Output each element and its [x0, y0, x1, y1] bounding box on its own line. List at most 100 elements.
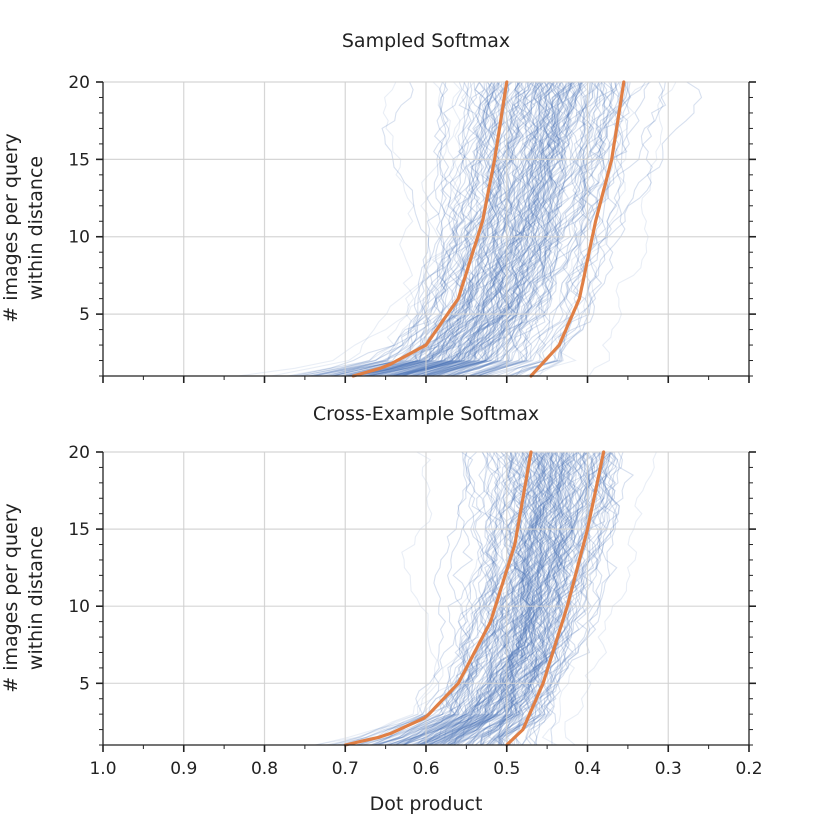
sample-line	[391, 82, 565, 376]
sample-line	[419, 82, 547, 376]
sample-line	[506, 452, 573, 745]
sample-line	[356, 82, 580, 376]
sample-line	[298, 82, 513, 376]
sample-line	[476, 82, 571, 376]
sample-line	[348, 82, 503, 376]
sample-line	[427, 82, 572, 376]
sample-line	[442, 452, 543, 745]
sample-line	[378, 452, 522, 745]
y-tick-label: 15	[68, 150, 90, 170]
sample-line	[374, 82, 534, 376]
sample-line	[396, 452, 526, 745]
sample-line	[368, 82, 502, 376]
sample-line	[499, 452, 597, 745]
sample-line	[393, 82, 521, 376]
sample-line	[402, 452, 589, 745]
sample-line	[372, 452, 554, 745]
sample-line	[426, 82, 588, 376]
sample-line	[439, 452, 550, 745]
sample-line	[446, 82, 564, 376]
sample-line	[428, 452, 540, 745]
sample-line	[397, 452, 558, 745]
sample-line	[360, 82, 503, 376]
sample-line	[521, 452, 593, 745]
sample-line	[364, 82, 500, 376]
sample-line	[509, 452, 565, 745]
sample-line	[377, 452, 499, 745]
sample-line	[447, 82, 578, 376]
sample-line	[435, 82, 606, 376]
grid-lines	[103, 81, 749, 745]
sample-line	[427, 452, 515, 745]
sample-line	[425, 82, 534, 376]
sample-line	[419, 452, 564, 745]
y-tick-label: 10	[68, 597, 90, 617]
sample-line	[372, 82, 510, 376]
sample-line	[358, 452, 474, 745]
sample-line	[415, 452, 561, 745]
sample-line	[446, 452, 565, 745]
sample-line	[457, 452, 581, 745]
sample-line	[434, 452, 568, 745]
sample-line	[393, 82, 542, 376]
x-tick-label: 0.7	[332, 759, 359, 779]
x-axis-label: Dot product	[370, 793, 483, 815]
sample-line	[435, 82, 550, 376]
sample-line	[404, 82, 536, 376]
sample-line	[410, 82, 597, 376]
sample-line	[390, 82, 577, 376]
sample-line	[498, 452, 607, 745]
sample-line	[367, 82, 562, 376]
sample-line	[491, 452, 635, 745]
sample-line	[369, 82, 548, 376]
sample-line	[429, 452, 596, 745]
sample-line	[310, 82, 450, 376]
sample-line	[309, 82, 508, 376]
sample-line	[448, 452, 554, 745]
quantile-curves	[343, 80, 626, 747]
sample-line	[455, 82, 553, 376]
sample-line	[423, 82, 565, 376]
sample-line	[426, 452, 616, 745]
sample-line	[448, 452, 591, 745]
quantile-curve-0-0	[351, 80, 509, 378]
sample-line	[314, 82, 431, 376]
sample-line	[474, 82, 613, 376]
sample-line	[408, 82, 579, 376]
sample-line	[588, 82, 677, 376]
sample-line	[366, 82, 500, 376]
sample-line	[428, 452, 561, 745]
bottom-chart-title: Cross-Example Softmax	[313, 403, 539, 425]
sample-line	[409, 82, 521, 376]
sample-line	[399, 452, 527, 745]
sample-line	[390, 452, 512, 745]
sample-line	[375, 82, 494, 376]
sample-line	[471, 452, 615, 745]
sample-line	[332, 452, 438, 745]
sample-line	[442, 452, 517, 745]
sample-line	[365, 82, 533, 376]
sample-line	[440, 452, 552, 745]
sample-line	[497, 452, 591, 745]
sample-line	[356, 452, 474, 745]
sample-line	[423, 452, 580, 745]
sample-line	[325, 452, 572, 745]
sample-line	[469, 452, 611, 745]
sample-line	[420, 82, 603, 376]
sample-line	[497, 452, 599, 745]
sample-line	[330, 82, 491, 376]
sample-line	[449, 452, 560, 745]
sample-line	[499, 452, 605, 745]
sample-line	[434, 82, 627, 376]
sample-line	[393, 452, 554, 745]
sample-line	[509, 452, 618, 745]
sample-line	[423, 452, 560, 745]
y-tick-label: 5	[79, 674, 90, 694]
top-chart-title: Sampled Softmax	[342, 30, 510, 52]
sample-line	[470, 82, 606, 376]
sample-line	[449, 82, 576, 376]
sample-line	[431, 82, 559, 376]
sample-line	[286, 82, 473, 376]
x-tick-label: 0.8	[251, 759, 278, 779]
quantile-curve-0-1	[529, 80, 626, 378]
